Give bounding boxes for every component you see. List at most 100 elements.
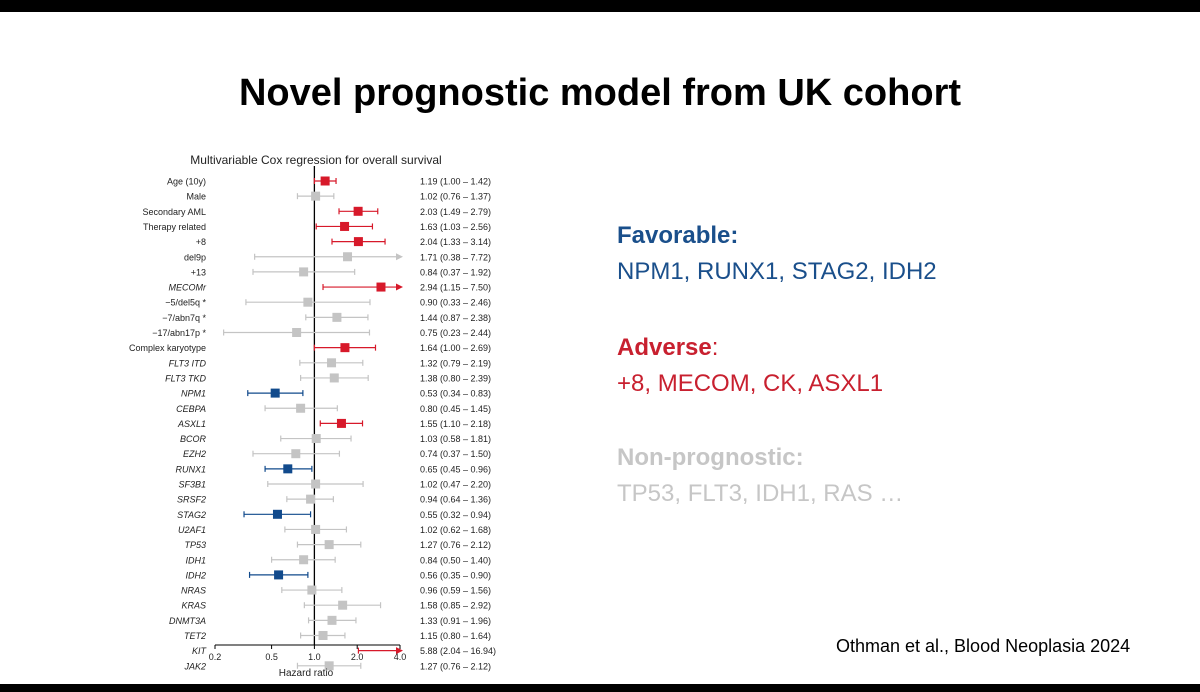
forest-row: +13 0.84 (0.37 – 1.92)	[191, 267, 491, 277]
forest-row: Age (10y) 1.19 (1.00 – 1.42)	[167, 176, 491, 187]
forest-row: Complex karyotype 1.64 (1.00 – 2.69)	[129, 343, 491, 353]
forest-row: DNMT3A 1.33 (0.91 – 1.96)	[169, 615, 491, 626]
forest-row: TP53 1.27 (0.76 – 2.12)	[184, 540, 491, 550]
row-label: +13	[191, 267, 206, 277]
ci-text: 1.27 (0.76 – 2.12)	[420, 540, 491, 550]
ci-text: 5.88 (2.04 – 16.94)	[420, 646, 496, 656]
hr-point	[303, 297, 313, 307]
ci-text: 0.90 (0.33 – 2.46)	[420, 298, 491, 308]
hr-point	[343, 252, 353, 262]
ci-text: 1.02 (0.76 – 1.37)	[420, 192, 491, 202]
adverse-heading: Adverse	[617, 334, 712, 361]
ci-text: 2.03 (1.49 – 2.79)	[420, 207, 491, 217]
hr-point	[324, 540, 334, 550]
row-label: FLT3 TKD	[165, 373, 206, 383]
forest-row: del9p 1.71 (0.38 – 7.72)	[184, 252, 491, 262]
row-label: KIT	[192, 646, 208, 656]
forest-row: CEBPA 0.80 (0.45 – 1.45)	[176, 403, 491, 414]
forest-row: +8 2.04 (1.33 – 3.14)	[196, 237, 491, 247]
row-label: JAK2	[183, 661, 206, 671]
hr-point	[292, 328, 302, 337]
ci-text: 2.04 (1.33 – 3.14)	[420, 237, 491, 247]
forest-row: STAG2 0.55 (0.32 – 0.94)	[177, 509, 491, 520]
row-label: NRAS	[181, 586, 206, 596]
row-label: STAG2	[177, 510, 206, 520]
forest-row: FLT3 ITD 1.32 (0.79 – 2.19)	[169, 358, 491, 368]
row-label: U2AF1	[178, 525, 206, 535]
forest-row: IDH2 0.56 (0.35 – 0.90)	[185, 570, 491, 580]
ci-text: 0.75 (0.23 – 2.44)	[420, 328, 491, 338]
hr-point	[340, 221, 350, 231]
row-label: BCOR	[180, 434, 207, 444]
ci-text: 1.03 (0.58 – 1.81)	[420, 434, 491, 444]
forest-row: −7/abn7q * 1.44 (0.87 – 2.38)	[162, 312, 491, 323]
x-tick-label: 0.2	[209, 652, 222, 662]
ci-text: 1.02 (0.47 – 2.20)	[420, 480, 491, 490]
forest-row: SRSF2 0.94 (0.64 – 1.36)	[177, 494, 491, 505]
favorable-legend: Favorable: NPM1, RUNX1, STAG2, IDH2	[617, 218, 937, 290]
hr-point	[272, 509, 282, 519]
forest-row: NRAS 0.96 (0.59 – 1.56)	[181, 585, 491, 596]
x-tick-label: 2.0	[351, 652, 364, 662]
ci-text: 0.55 (0.32 – 0.94)	[420, 510, 491, 520]
row-label: del9p	[184, 252, 206, 262]
row-label: CEBPA	[176, 404, 206, 414]
row-label: Therapy related	[143, 222, 206, 232]
ci-arrow	[396, 253, 403, 261]
row-label: +8	[196, 237, 206, 247]
slide-background	[0, 12, 1200, 684]
ci-text: 0.65 (0.45 – 0.96)	[420, 464, 491, 474]
row-label: NPM1	[181, 389, 206, 399]
forest-row: −17/abn17p * 0.75 (0.23 – 2.44)	[152, 328, 491, 338]
row-label: Secondary AML	[142, 207, 206, 217]
x-tick-label: 1.0	[308, 652, 321, 662]
ci-text: 1.58 (0.85 – 2.92)	[420, 601, 491, 611]
adverse-legend: Adverse: +8, MECOM, CK, ASXL1	[617, 330, 883, 402]
hr-point	[327, 615, 337, 625]
x-tick-label: 0.5	[265, 652, 278, 662]
hr-point	[283, 464, 293, 474]
ci-text: 1.38 (0.80 – 2.39)	[420, 373, 491, 383]
forest-row: RUNX1 0.65 (0.45 – 0.96)	[175, 464, 491, 474]
ci-text: 0.84 (0.37 – 1.92)	[420, 267, 491, 277]
citation: Othman et al., Blood Neoplasia 2024	[836, 636, 1131, 656]
ci-text: 0.56 (0.35 – 0.90)	[420, 570, 491, 580]
row-label: −5/del5q *	[165, 298, 206, 308]
ci-arrow	[396, 283, 403, 291]
ci-text: 0.84 (0.50 – 1.40)	[420, 555, 491, 565]
ci-text: 1.19 (1.00 – 1.42)	[420, 177, 491, 187]
hr-point	[353, 237, 363, 247]
forest-row: KIT 5.88 (2.04 – 16.94)	[192, 646, 496, 656]
forest-row: JAK2 1.27 (0.76 – 2.12)	[183, 661, 491, 671]
hr-point	[327, 358, 337, 368]
adverse-heading-colon: :	[711, 334, 719, 361]
row-label: SF3B1	[178, 480, 206, 490]
row-label: TET2	[184, 631, 206, 641]
row-label: KRAS	[181, 601, 206, 611]
ci-text: 0.53 (0.34 – 0.83)	[420, 389, 491, 399]
row-label: DNMT3A	[169, 616, 206, 626]
x-tick-label: 4.0	[394, 652, 407, 662]
forest-row: MECOMr 2.94 (1.15 – 7.50)	[169, 282, 491, 293]
hr-point	[329, 373, 339, 383]
forest-row: U2AF1 1.02 (0.62 – 1.68)	[178, 524, 491, 535]
favorable-genes: NPM1, RUNX1, STAG2, IDH2	[617, 258, 937, 285]
row-label: Age (10y)	[167, 177, 206, 187]
forest-row: SF3B1 1.02 (0.47 – 2.20)	[178, 479, 491, 490]
ci-text: 2.94 (1.15 – 7.50)	[420, 283, 491, 293]
forest-row: IDH1 0.84 (0.50 – 1.40)	[185, 555, 491, 565]
ci-text: 1.32 (0.79 – 2.19)	[420, 358, 491, 368]
forest-row: Male 1.02 (0.76 – 1.37)	[186, 191, 491, 202]
hr-point	[320, 176, 330, 186]
row-label: MECOMr	[169, 283, 207, 293]
hr-point	[307, 585, 317, 595]
forest-row: NPM1 0.53 (0.34 – 0.83)	[181, 388, 491, 399]
hr-point	[311, 479, 321, 489]
forest-row: Therapy related 1.63 (1.03 – 2.56)	[143, 221, 491, 232]
hr-point	[353, 206, 363, 216]
hr-point	[311, 191, 321, 201]
hr-point	[270, 388, 280, 398]
forest-row: KRAS 1.58 (0.85 – 2.92)	[181, 600, 491, 611]
row-label: TP53	[184, 540, 206, 550]
